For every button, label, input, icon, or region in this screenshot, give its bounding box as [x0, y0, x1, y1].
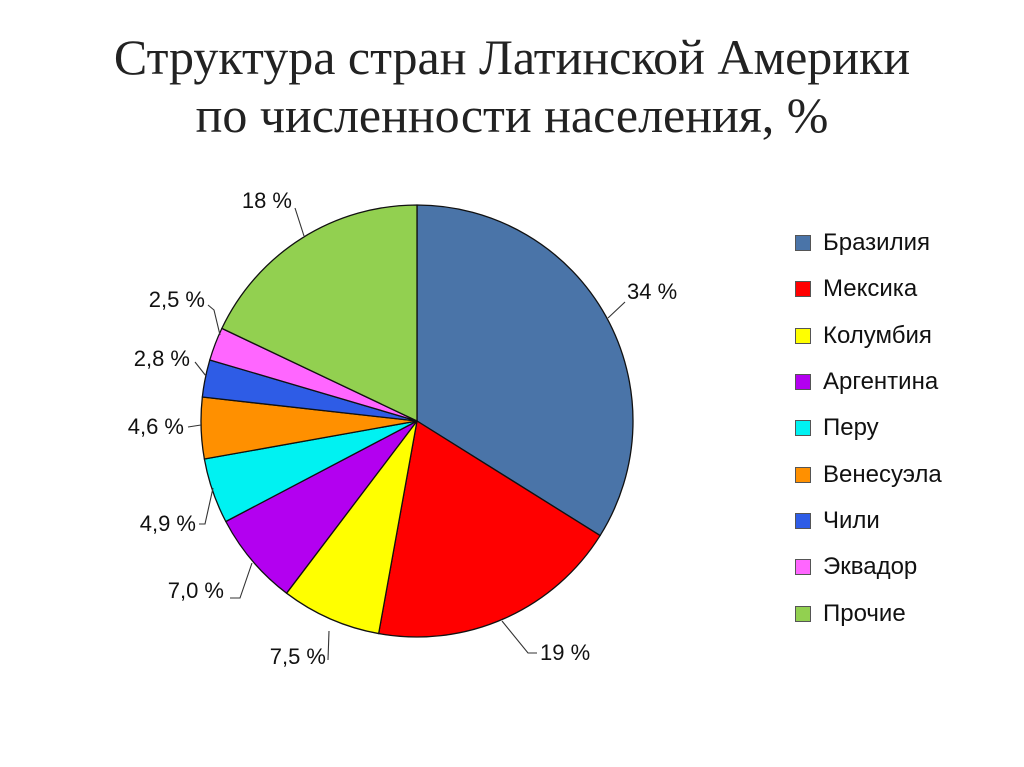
data-label-1: 34 % — [627, 279, 677, 304]
data-label-6: 4,6 % — [128, 414, 184, 439]
legend-item-5: Перу — [795, 405, 942, 451]
leader-line-2 — [501, 620, 537, 654]
legend-label-9: Прочие — [823, 599, 906, 627]
legend-label-4: Аргентина — [823, 368, 939, 396]
legend-label-5: Перу — [823, 414, 879, 442]
legend-item-8: Эквадор — [795, 544, 942, 590]
data-label-9: 18 % — [242, 188, 292, 213]
legend-label-7: Чили — [823, 506, 880, 534]
legend-swatch-2 — [795, 281, 811, 298]
legend-swatch-1 — [795, 235, 811, 252]
chart-legend: Бразилия Мексика Колумбия Аргентина Перу Вене… — [795, 220, 942, 637]
pie-slice-2 — [377, 420, 601, 638]
legend-item-4: Аргентина — [795, 359, 942, 405]
legend-swatch-3 — [795, 327, 811, 344]
chart-title-line-1: Структура стран Латинской Америки — [113, 29, 911, 85]
leader-line-1 — [607, 301, 626, 319]
legend-label-2: Мексика — [823, 275, 918, 303]
pie-slices — [200, 204, 634, 638]
legend-swatch-7 — [795, 512, 811, 529]
legend-item-1: Бразилия — [795, 220, 942, 266]
legend-swatch-6 — [795, 466, 811, 483]
legend-swatch-9 — [795, 605, 811, 622]
legend-swatch-8 — [795, 559, 811, 576]
legend-item-6: Венесуэла — [795, 451, 942, 497]
data-label-3: 7,5 % — [270, 644, 326, 669]
legend-item-3: Колумбия — [795, 313, 942, 359]
leader-line-8 — [207, 304, 221, 336]
chart-title-line-2: по численности населения, % — [195, 87, 829, 143]
chart-title: Структура стран Латинской Америки по чис… — [0, 28, 1024, 144]
legend-item-2: Мексика — [795, 266, 942, 312]
leader-line-3 — [327, 630, 330, 661]
leader-line-7 — [194, 361, 207, 377]
legend-item-7: Чили — [795, 498, 942, 544]
data-label-5: 4,9 % — [140, 511, 196, 536]
leader-line-5 — [199, 487, 214, 525]
data-label-4: 7,0 % — [168, 578, 224, 603]
pie-slice-9 — [221, 204, 418, 422]
legend-swatch-4 — [795, 374, 811, 391]
legend-item-9: Прочие — [795, 590, 942, 636]
pie-data-labels: 34 % 19 % 7,5 % 7,0 % 4,9 % 4,6 % 2,8 % 2,5 % 18… — [128, 188, 677, 669]
legend-swatch-5 — [795, 420, 811, 437]
leader-line-9 — [294, 207, 305, 237]
pie-slice-3 — [285, 420, 418, 635]
pie-leader-lines — [187, 207, 626, 661]
legend-label-8: Эквадор — [823, 553, 918, 581]
legend-label-1: Бразилия — [823, 229, 930, 257]
pie-slice-1 — [416, 204, 634, 537]
leader-line-6 — [187, 424, 202, 428]
legend-label-3: Колумбия — [823, 321, 932, 349]
leader-line-4 — [230, 562, 253, 599]
data-label-7: 2,8 % — [134, 346, 190, 371]
data-label-2: 19 % — [540, 640, 590, 665]
legend-label-6: Венесуэла — [823, 460, 942, 488]
data-label-8: 2,5 % — [149, 287, 205, 312]
